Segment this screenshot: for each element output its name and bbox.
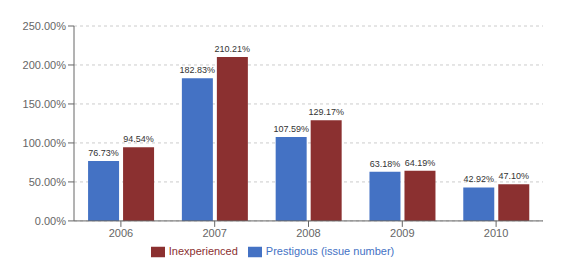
svg-text:100.00%: 100.00%: [23, 137, 67, 149]
svg-text:2006: 2006: [109, 227, 133, 239]
svg-text:150.00%: 150.00%: [23, 98, 67, 110]
svg-text:2010: 2010: [484, 227, 508, 239]
svg-text:2008: 2008: [296, 227, 320, 239]
svg-text:94.54%: 94.54%: [123, 134, 154, 144]
svg-text:182.83%: 182.83%: [180, 65, 216, 75]
svg-text:76.73%: 76.73%: [88, 148, 119, 158]
svg-text:63.18%: 63.18%: [370, 159, 401, 169]
svg-text:250.00%: 250.00%: [23, 20, 67, 32]
svg-text:50.00%: 50.00%: [29, 176, 67, 188]
svg-text:47.10%: 47.10%: [499, 171, 530, 181]
svg-text:107.59%: 107.59%: [273, 124, 309, 134]
svg-text:0.00%: 0.00%: [35, 215, 66, 227]
svg-text:64.19%: 64.19%: [405, 158, 436, 168]
svg-text:2009: 2009: [390, 227, 414, 239]
html-text:Prestigous (issue number): Prestigous (issue number): [265, 244, 395, 257]
svg-text:129.17%: 129.17%: [308, 107, 344, 117]
svg-text:210.21%: 210.21%: [215, 44, 251, 54]
svg-text:200.00%: 200.00%: [23, 59, 67, 71]
svg-text:42.92%: 42.92%: [464, 174, 495, 184]
html-text:Inexperienced: Inexperienced: [168, 244, 238, 257]
svg-text:2007: 2007: [202, 227, 226, 239]
